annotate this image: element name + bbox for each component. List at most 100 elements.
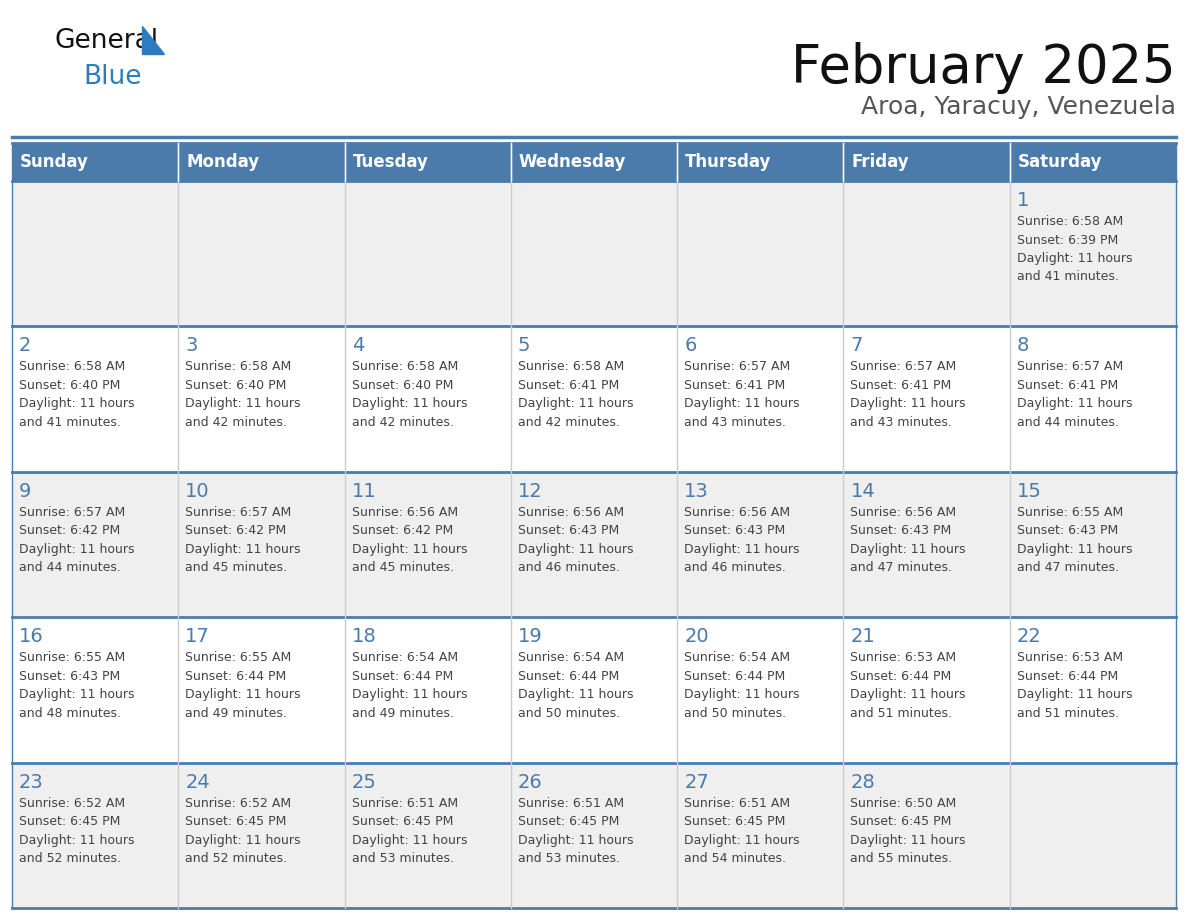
Text: 5: 5 [518,336,530,355]
Text: 15: 15 [1017,482,1042,501]
Bar [677,327,843,472]
Text: Sunrise: 6:51 AM: Sunrise: 6:51 AM [518,797,624,810]
Bar [511,617,677,763]
Text: Sunset: 6:45 PM: Sunset: 6:45 PM [185,815,286,828]
Text: Daylight: 11 hours: Daylight: 11 hours [851,543,966,555]
Text: 14: 14 [851,482,876,501]
Text: and 49 minutes.: and 49 minutes. [185,707,287,720]
Text: Sunset: 6:45 PM: Sunset: 6:45 PM [851,815,952,828]
Bar [1010,617,1176,763]
Text: 27: 27 [684,773,709,791]
Bar [345,472,511,617]
Text: Daylight: 11 hours: Daylight: 11 hours [851,834,966,846]
Text: and 43 minutes.: and 43 minutes. [684,416,786,429]
Text: Sunset: 6:43 PM: Sunset: 6:43 PM [19,670,120,683]
Text: and 53 minutes.: and 53 minutes. [352,852,454,865]
Bar [345,327,511,472]
Text: Sunset: 6:45 PM: Sunset: 6:45 PM [684,815,785,828]
Bar [843,472,1010,617]
Text: and 41 minutes.: and 41 minutes. [1017,271,1119,284]
Text: Sunset: 6:43 PM: Sunset: 6:43 PM [1017,524,1118,537]
Text: Sunset: 6:44 PM: Sunset: 6:44 PM [1017,670,1118,683]
Text: Sunrise: 6:53 AM: Sunrise: 6:53 AM [1017,651,1123,665]
Text: Wednesday: Wednesday [519,153,626,171]
Bar [1010,327,1176,472]
Text: Friday: Friday [852,153,909,171]
Text: Sunrise: 6:58 AM: Sunrise: 6:58 AM [19,361,125,374]
Text: Daylight: 11 hours: Daylight: 11 hours [185,834,301,846]
Text: 2: 2 [19,336,31,355]
Text: Sunset: 6:42 PM: Sunset: 6:42 PM [352,524,453,537]
Text: Sunrise: 6:56 AM: Sunrise: 6:56 AM [518,506,624,519]
Text: 12: 12 [518,482,543,501]
Text: 13: 13 [684,482,709,501]
Bar [12,763,178,908]
Text: and 49 minutes.: and 49 minutes. [352,707,454,720]
Text: Sunrise: 6:57 AM: Sunrise: 6:57 AM [1017,361,1123,374]
Text: 26: 26 [518,773,543,791]
Text: Tuesday: Tuesday [353,153,429,171]
Text: Monday: Monday [187,153,259,171]
Text: Sunrise: 6:56 AM: Sunrise: 6:56 AM [352,506,457,519]
Text: Daylight: 11 hours: Daylight: 11 hours [518,397,633,410]
Text: Sunset: 6:45 PM: Sunset: 6:45 PM [518,815,619,828]
Text: Daylight: 11 hours: Daylight: 11 hours [518,834,633,846]
Bar [843,327,1010,472]
Text: and 51 minutes.: and 51 minutes. [1017,707,1119,720]
Text: 22: 22 [1017,627,1042,646]
Bar [677,617,843,763]
Text: and 45 minutes.: and 45 minutes. [185,561,287,575]
Text: Sunrise: 6:58 AM: Sunrise: 6:58 AM [352,361,457,374]
Polygon shape [143,26,164,54]
Text: Thursday: Thursday [685,153,771,171]
Text: Daylight: 11 hours: Daylight: 11 hours [352,688,467,701]
Text: and 47 minutes.: and 47 minutes. [1017,561,1119,575]
Text: and 46 minutes.: and 46 minutes. [518,561,620,575]
Bar [12,181,178,327]
Bar [677,763,843,908]
Text: and 53 minutes.: and 53 minutes. [518,852,620,865]
Text: Daylight: 11 hours: Daylight: 11 hours [518,543,633,555]
Text: Sunset: 6:40 PM: Sunset: 6:40 PM [352,379,453,392]
Text: 28: 28 [851,773,876,791]
Text: 8: 8 [1017,336,1029,355]
Text: Saturday: Saturday [1018,153,1102,171]
Text: 25: 25 [352,773,377,791]
Text: Sunrise: 6:55 AM: Sunrise: 6:55 AM [1017,506,1123,519]
Bar [1010,472,1176,617]
Bar [345,181,511,327]
Text: Sunrise: 6:51 AM: Sunrise: 6:51 AM [684,797,790,810]
Text: Blue: Blue [83,64,141,90]
Text: Sunset: 6:43 PM: Sunset: 6:43 PM [518,524,619,537]
Text: Sunset: 6:39 PM: Sunset: 6:39 PM [1017,233,1118,247]
Bar [1010,763,1176,908]
Text: 9: 9 [19,482,31,501]
Text: Daylight: 11 hours: Daylight: 11 hours [1017,252,1132,265]
Bar [511,763,677,908]
Text: Daylight: 11 hours: Daylight: 11 hours [684,834,800,846]
Text: Sunset: 6:40 PM: Sunset: 6:40 PM [185,379,286,392]
Bar [345,143,511,181]
Text: Daylight: 11 hours: Daylight: 11 hours [851,397,966,410]
Text: Sunrise: 6:58 AM: Sunrise: 6:58 AM [518,361,624,374]
Text: Daylight: 11 hours: Daylight: 11 hours [19,834,134,846]
Text: 17: 17 [185,627,210,646]
Text: and 50 minutes.: and 50 minutes. [684,707,786,720]
Text: Daylight: 11 hours: Daylight: 11 hours [185,688,301,701]
Text: Sunrise: 6:50 AM: Sunrise: 6:50 AM [851,797,956,810]
Text: 18: 18 [352,627,377,646]
Text: and 50 minutes.: and 50 minutes. [518,707,620,720]
Text: Sunrise: 6:55 AM: Sunrise: 6:55 AM [19,651,125,665]
Text: Sunrise: 6:53 AM: Sunrise: 6:53 AM [851,651,956,665]
Text: Aroa, Yaracuy, Venezuela: Aroa, Yaracuy, Venezuela [861,95,1176,119]
Text: Sunset: 6:45 PM: Sunset: 6:45 PM [19,815,120,828]
Text: and 47 minutes.: and 47 minutes. [851,561,953,575]
Text: and 55 minutes.: and 55 minutes. [851,852,953,865]
Text: Daylight: 11 hours: Daylight: 11 hours [851,688,966,701]
Text: Sunrise: 6:58 AM: Sunrise: 6:58 AM [185,361,291,374]
Text: Sunset: 6:45 PM: Sunset: 6:45 PM [352,815,453,828]
Text: Sunset: 6:42 PM: Sunset: 6:42 PM [19,524,120,537]
Text: Daylight: 11 hours: Daylight: 11 hours [352,543,467,555]
Text: Sunday: Sunday [20,153,89,171]
Text: and 44 minutes.: and 44 minutes. [1017,416,1119,429]
